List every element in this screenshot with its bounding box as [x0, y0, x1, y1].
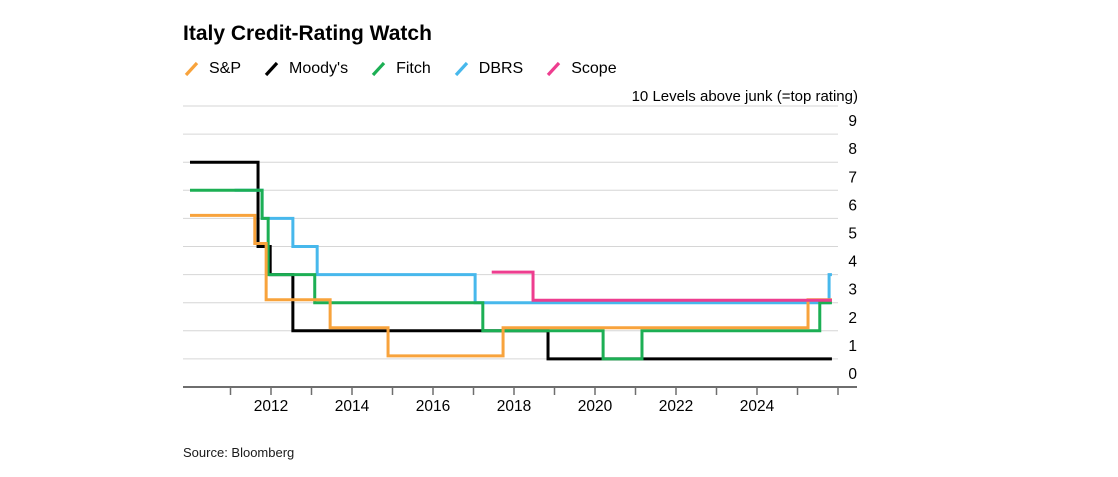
chart-legend: S&P Moody's Fitch DBRS Scope: [184, 60, 617, 78]
y-axis-label: 7: [848, 169, 857, 186]
x-axis-label: 2012: [254, 398, 288, 415]
x-axis-label: 2022: [659, 398, 693, 415]
legend-swatch-icon: [454, 61, 468, 77]
x-axis-label: 2016: [416, 398, 450, 415]
y-axis-label: 3: [848, 282, 857, 299]
legend-label: DBRS: [478, 60, 524, 77]
legend-label: Scope: [571, 60, 617, 77]
source-credit: Source: Bloomberg: [183, 445, 295, 460]
x-axis-label: 2024: [740, 398, 775, 415]
legend-item-moodys: Moody's: [264, 60, 348, 78]
legend-item-fitch: Fitch: [371, 60, 431, 78]
legend-item-dbrs: DBRS: [454, 60, 523, 78]
x-axis-label: 2018: [497, 398, 531, 415]
legend-swatch-icon: [547, 61, 561, 77]
legend-swatch-icon: [371, 61, 386, 77]
chart-title: Italy Credit-Rating Watch: [183, 22, 432, 45]
legend-swatch-icon: [264, 61, 279, 77]
y-axis-label: 1: [848, 338, 857, 355]
y-axis-label: 0: [848, 366, 857, 383]
y-axis-label: 5: [848, 226, 857, 243]
legend-label: Fitch: [396, 60, 431, 77]
legend-item-sp: S&P: [184, 60, 241, 78]
y-axis-label: 9: [848, 113, 857, 130]
legend-item-scope: Scope: [546, 60, 617, 78]
x-axis-label: 2014: [335, 398, 370, 415]
series-line-fitch: [190, 188, 832, 361]
y-axis-label: 2: [848, 310, 857, 327]
y-axis-label: 4: [848, 254, 857, 271]
series-line-sp: [190, 213, 832, 358]
legend-label: S&P: [209, 60, 242, 77]
y-axis-label: 8: [848, 141, 857, 158]
series-line-scope: [491, 270, 832, 302]
y-axis-title: 10 Levels above junk (=top rating): [631, 88, 858, 105]
legend-label: Moody's: [289, 60, 349, 77]
x-axis-label: 2020: [578, 398, 613, 415]
legend-swatch-icon: [184, 61, 199, 77]
y-axis-label: 6: [848, 197, 857, 214]
